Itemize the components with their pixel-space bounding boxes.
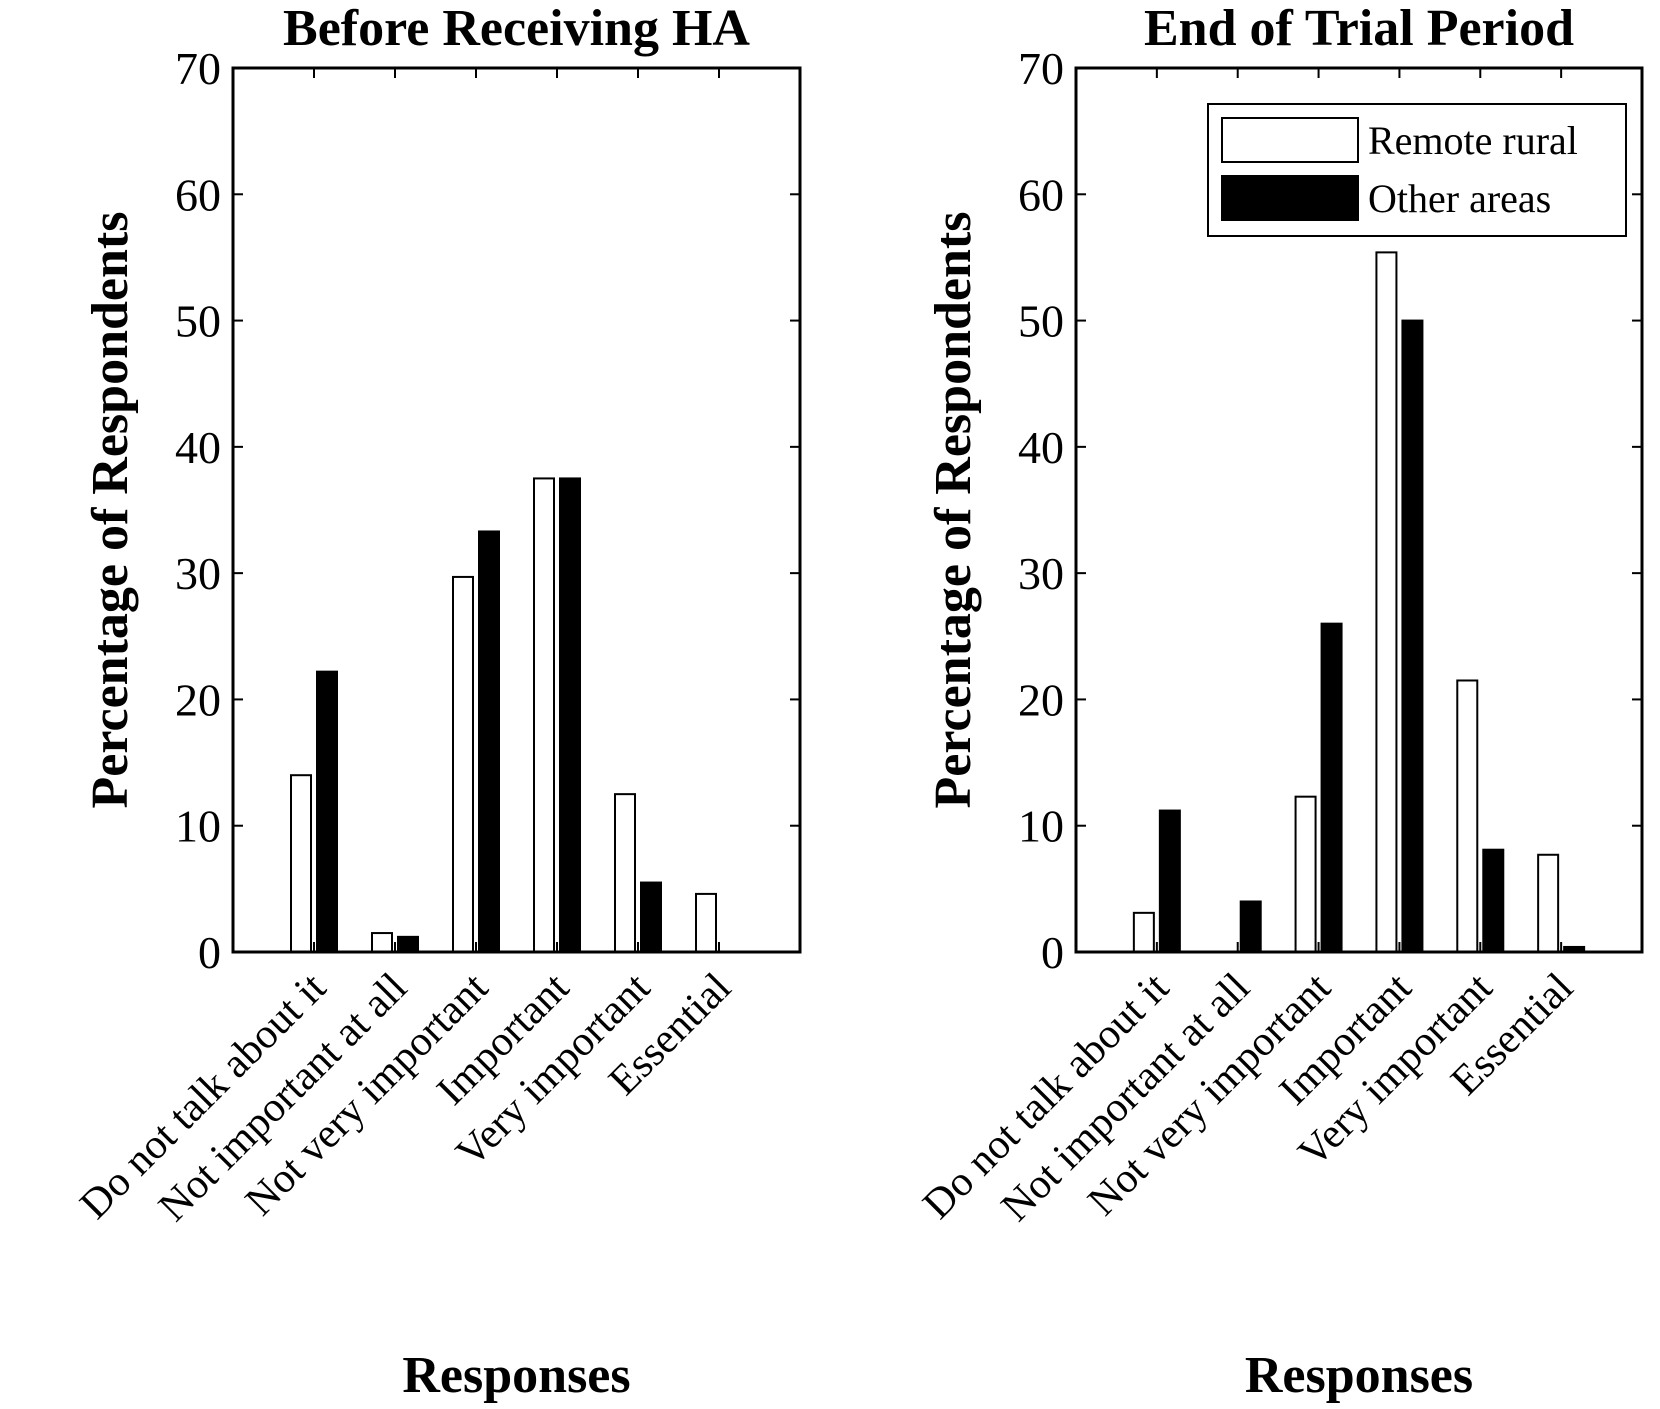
bar-remote-rural — [695, 892, 717, 953]
bar-remote-rural — [1537, 853, 1560, 954]
y-tick-label: 40 — [1018, 422, 1064, 473]
y-tick-label: 70 — [1018, 43, 1064, 94]
bar-remote-rural — [1132, 911, 1155, 954]
bar-remote-rural — [1375, 251, 1398, 953]
bar-other-areas — [478, 530, 500, 953]
legend: Remote rural Other areas — [1207, 103, 1627, 237]
plot-frame — [231, 66, 802, 954]
legend-label-other-areas: Other areas — [1368, 176, 1551, 221]
bar-remote-rural — [371, 932, 393, 953]
y-tick-label: 10 — [175, 801, 221, 852]
y-tick-label: 40 — [175, 422, 221, 473]
bar-other-areas — [1401, 319, 1424, 954]
legend-swatch-other-areas — [1221, 175, 1359, 221]
bar-other-areas — [1158, 809, 1181, 953]
y-tick-label: 0 — [198, 927, 221, 978]
bar-other-areas — [640, 881, 662, 953]
plot-frame — [1074, 66, 1644, 954]
x-axis-label: Responses — [402, 1347, 630, 1404]
y-tick-label: 0 — [1041, 927, 1064, 978]
bar-other-areas — [397, 935, 419, 953]
bar-remote-rural — [533, 477, 555, 953]
y-tick-label: 30 — [175, 548, 221, 599]
legend-label-remote-rural: Remote rural — [1368, 118, 1578, 163]
y-tick-label: 20 — [1018, 674, 1064, 725]
bar-other-areas — [316, 670, 338, 953]
y-tick-label: 60 — [175, 169, 221, 220]
y-axis-label: Percentage of Respondents — [82, 212, 139, 809]
y-tick-label: 50 — [175, 296, 221, 347]
bar-other-areas — [1320, 622, 1343, 954]
y-tick-label: 20 — [175, 674, 221, 725]
chart-panel-1: Before Receiving HA Percentage of Respond… — [72, 0, 802, 1404]
chart-title: End of Trial Period — [1144, 0, 1574, 57]
legend-swatch-remote-rural — [1221, 117, 1359, 163]
bar-other-areas — [1239, 900, 1262, 954]
bar-remote-rural — [1456, 679, 1479, 953]
y-tick-label: 10 — [1018, 801, 1064, 852]
bar-remote-rural — [452, 575, 474, 954]
bar-other-areas — [1482, 848, 1505, 953]
y-tick-label: 50 — [1018, 296, 1064, 347]
x-axis-label: Responses — [1245, 1347, 1473, 1404]
chart-title: Before Receiving HA — [283, 0, 750, 57]
y-tick-label: 70 — [175, 43, 221, 94]
bar-remote-rural — [290, 774, 312, 954]
y-axis-label: Percentage of Respondents — [925, 212, 982, 809]
bar-remote-rural — [614, 793, 636, 954]
y-tick-label: 60 — [1018, 169, 1064, 220]
bar-other-areas — [559, 477, 581, 953]
chart-panel-2: End of Trial Period Percentage of Respond… — [914, 0, 1644, 1404]
y-tick-label: 30 — [1018, 548, 1064, 599]
bar-remote-rural — [1294, 795, 1317, 953]
